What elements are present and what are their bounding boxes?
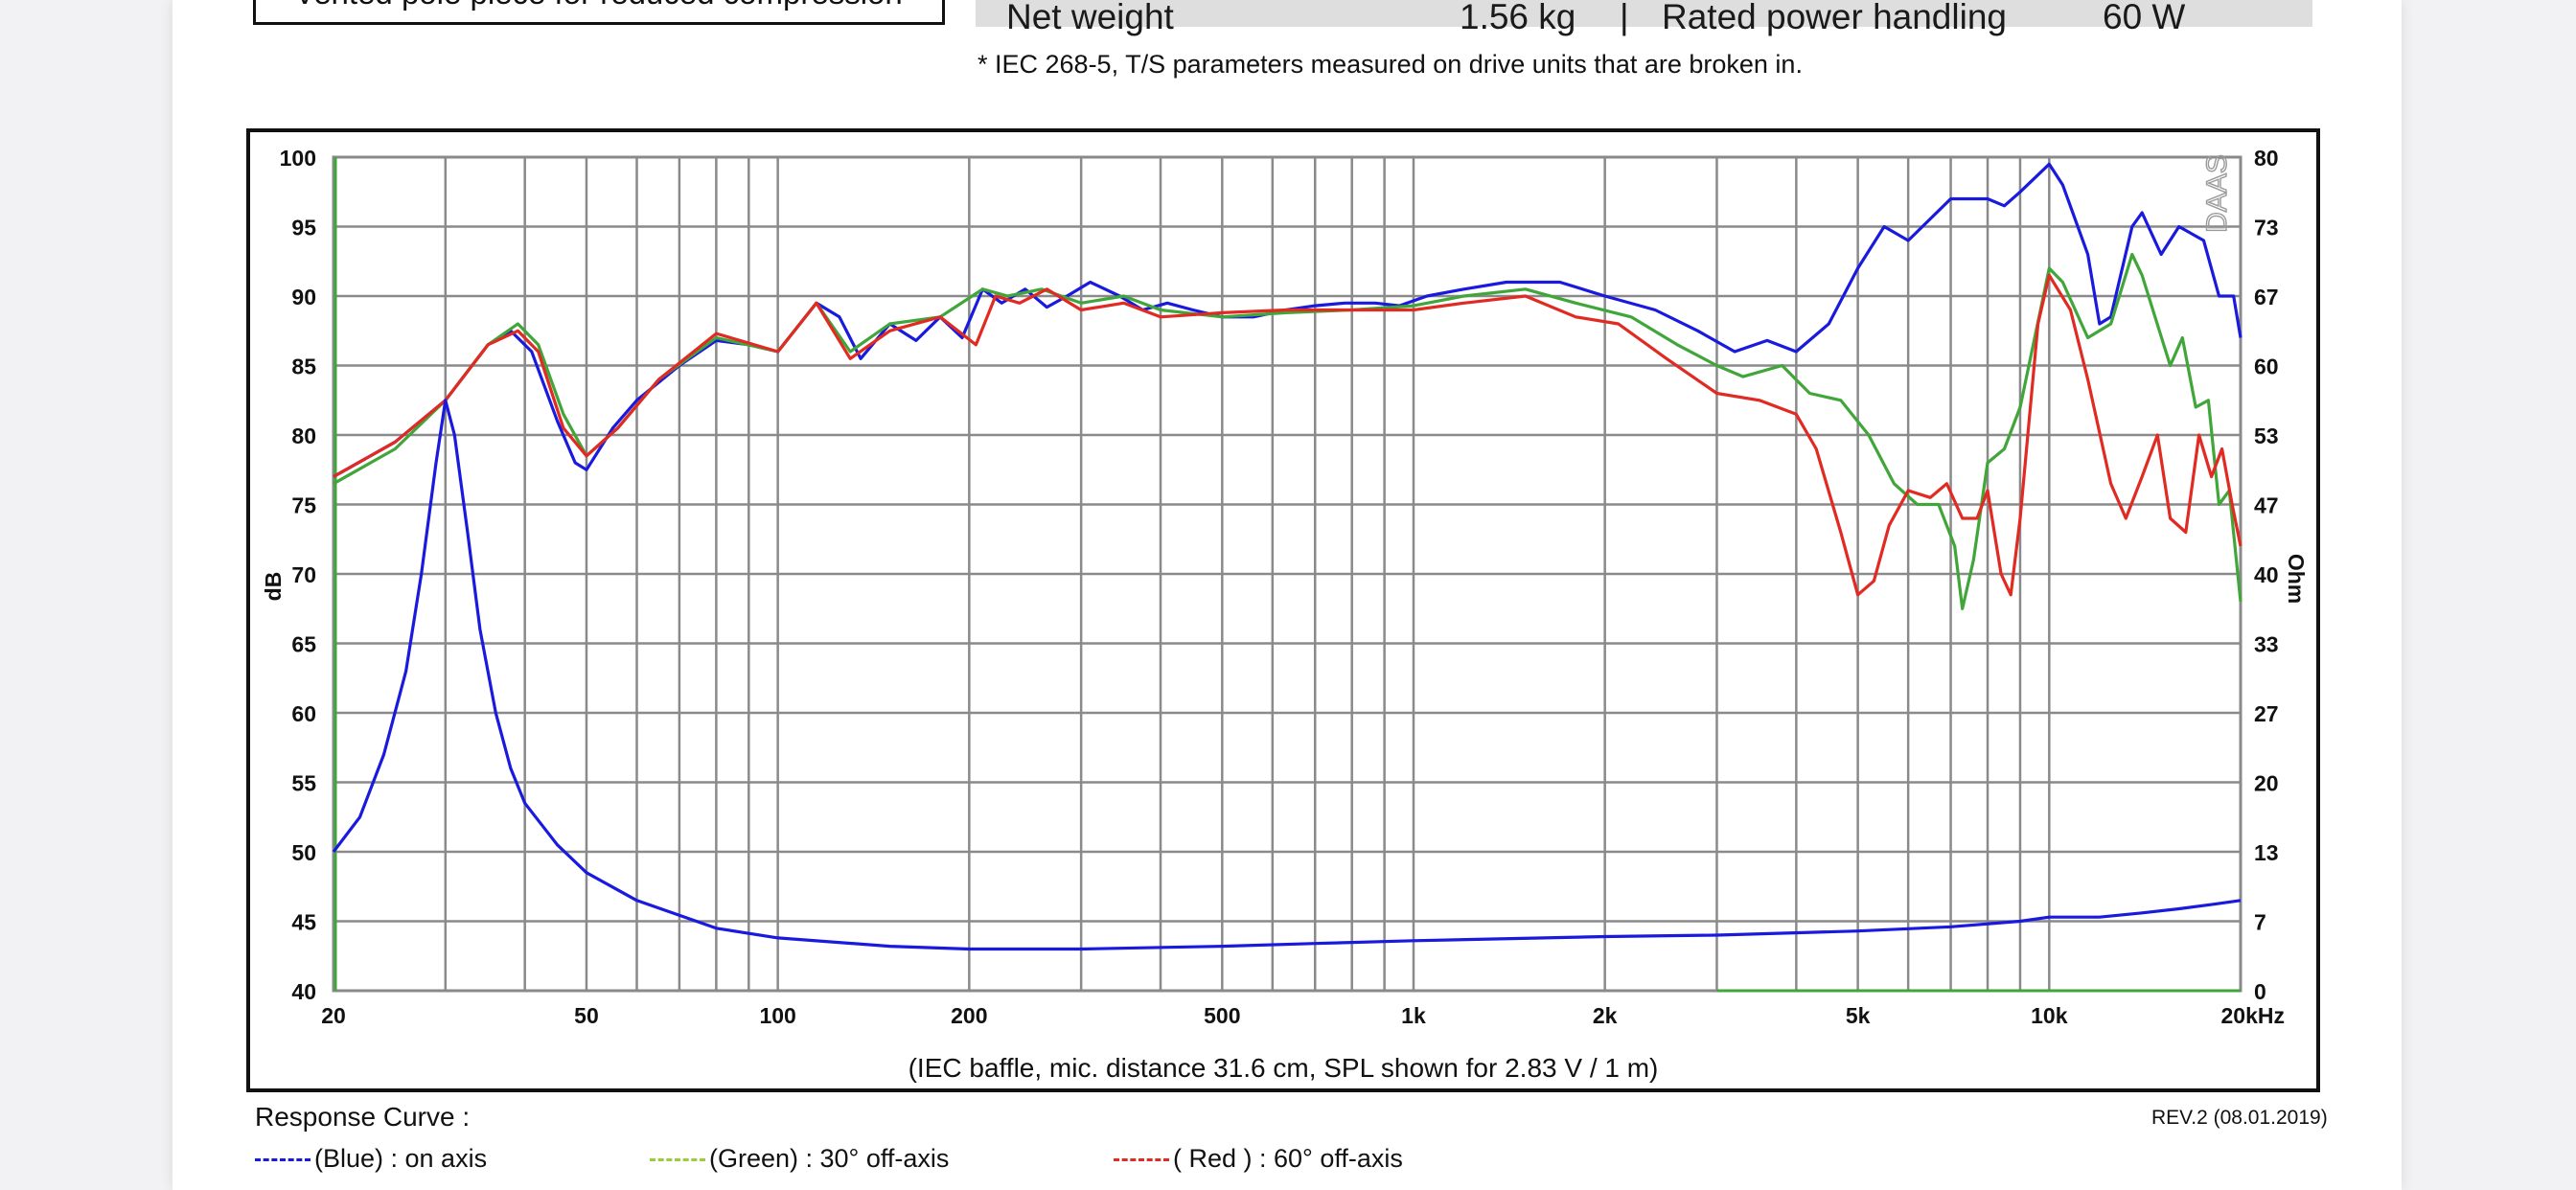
y-tick-label-90: 90: [291, 285, 316, 309]
legend-title: Response Curve :: [255, 1102, 471, 1132]
y-tick-label-100: 100: [280, 146, 316, 171]
y-tick-label-55: 55: [291, 771, 316, 796]
y2-tick-label-11: 73: [2254, 216, 2279, 240]
feature-text: Vented pole piece for reduced compressio…: [294, 0, 903, 11]
x-tick-label-5: 1k: [1401, 1003, 1426, 1028]
y2-tick-label-9: 60: [2254, 355, 2279, 379]
x-tick-label-0: 20: [321, 1003, 346, 1028]
x-tick-label-9: 20kHz: [2221, 1003, 2285, 1028]
legend-line-blue: [255, 1158, 310, 1162]
footnote: * IEC 268-5, T/S parameters measured on …: [978, 50, 1803, 79]
plot-area-border: [332, 155, 2242, 993]
y-tick-label-70: 70: [291, 562, 316, 587]
y-tick-label-85: 85: [291, 355, 316, 379]
y2-tick-label-6: 40: [2254, 562, 2279, 587]
x-tick-label-3: 200: [951, 1003, 987, 1028]
spec-row: Net weight 1.56 kg | Rated power handlin…: [976, 0, 2312, 36]
spec-label-power: Rated power handling: [1662, 0, 2007, 36]
y-tick-label-45: 45: [291, 910, 316, 935]
y2-tick-label-10: 67: [2254, 285, 2279, 309]
x-tick-label-6: 2k: [1593, 1003, 1618, 1028]
feature-text-box: Vented pole piece for reduced compressio…: [253, 0, 945, 25]
x-tick-label-8: 10k: [2031, 1003, 2068, 1028]
y-tick-label-80: 80: [291, 423, 316, 448]
x-tick-label-2: 100: [759, 1003, 795, 1028]
legend-label-blue: (Blue) : on axis: [314, 1144, 488, 1173]
legend-line-red: [1114, 1158, 1169, 1162]
x-tick-label-7: 5k: [1846, 1003, 1871, 1028]
chart-caption: (IEC baffle, mic. distance 31.6 cm, SPL …: [908, 1053, 1659, 1083]
y-tick-label-40: 40: [291, 979, 316, 1004]
x-tick-label-1: 50: [574, 1003, 599, 1028]
x-tick-label-4: 500: [1204, 1003, 1240, 1028]
y2-tick-label-12: 80: [2254, 146, 2279, 171]
series-line-2: [333, 273, 2242, 597]
spec-label-net-weight: Net weight: [1006, 0, 1174, 36]
series-line-1: [333, 252, 2242, 610]
chart-frame: [246, 128, 2320, 1092]
spec-value-net-weight: 1.56 kg: [1460, 0, 1576, 36]
y-tick-label-95: 95: [291, 216, 316, 240]
series-line-3: [332, 399, 2242, 951]
legend-line-green: [650, 1158, 705, 1162]
legend-label-red: ( Red ) : 60° off-axis: [1173, 1144, 1403, 1173]
y2-tick-label-8: 53: [2254, 423, 2279, 448]
y2-tick-label-4: 27: [2254, 701, 2279, 726]
revision-label: REV.2 (08.01.2019): [2151, 1107, 2328, 1129]
legend-item-red: ( Red ) : 60° off-axis: [1114, 1144, 1403, 1174]
legend-item-green: (Green) : 30° off-axis: [650, 1144, 949, 1174]
y2-tick-label-5: 33: [2254, 632, 2279, 657]
y2-tick-label-3: 20: [2254, 771, 2279, 796]
y-tick-label-50: 50: [291, 840, 316, 865]
y2-tick-label-2: 13: [2254, 840, 2279, 865]
daas-watermark: DAAS: [2201, 154, 2233, 233]
legend-item-blue: (Blue) : on axis: [255, 1144, 487, 1174]
legend-label-green: (Green) : 30° off-axis: [709, 1144, 950, 1173]
y-axis-label: dB: [261, 572, 286, 602]
y2-tick-label-0: 0: [2254, 979, 2266, 1004]
y2-axis-label: Ohm: [2284, 554, 2309, 604]
y-tick-label-60: 60: [291, 701, 316, 726]
y-tick-label-75: 75: [291, 493, 316, 518]
spec-value-power: 60 W: [2103, 0, 2186, 36]
spec-separator: |: [1620, 0, 1629, 36]
y2-tick-label-7: 47: [2254, 493, 2279, 518]
y2-tick-label-1: 7: [2254, 910, 2266, 935]
y-tick-label-65: 65: [291, 632, 316, 657]
